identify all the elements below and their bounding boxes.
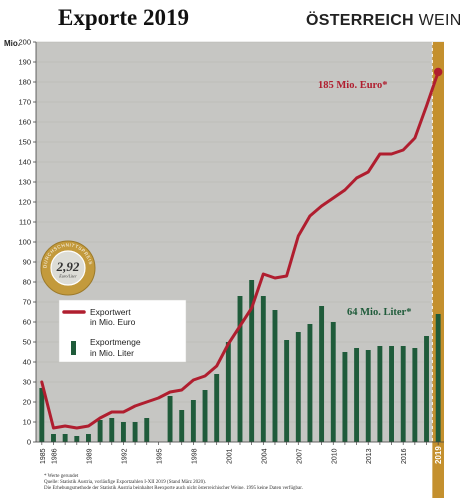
y-tick-label: 190 (18, 58, 31, 67)
volume-bar (389, 346, 394, 442)
volume-bar (86, 434, 91, 442)
volume-bar (284, 340, 290, 442)
volume-bar (190, 400, 196, 442)
x-tick-label: 2010 (331, 448, 338, 464)
medal-inner-disc (50, 250, 86, 286)
y-tick-label: 180 (18, 78, 31, 87)
y-tick-label: 20 (23, 398, 31, 407)
volume-bar (400, 346, 406, 442)
volume-bar (295, 332, 301, 442)
value-line (40, 70, 440, 430)
volume-bar (237, 296, 243, 442)
y-tick-label: 160 (18, 118, 31, 127)
volume-bar (132, 422, 138, 442)
volume-bar (225, 342, 231, 442)
brand-logo-light: WEIN (413, 12, 462, 29)
volume-bar (272, 310, 278, 442)
legend: Exportwert in Mio. Euro Exportmenge in M… (58, 299, 187, 363)
page-title: Exporte 2019 (58, 5, 189, 30)
volume-bar (202, 390, 208, 442)
y-tick-label: 110 (19, 218, 31, 227)
y-tick-label: 120 (18, 198, 31, 207)
volume-bar (354, 348, 360, 442)
volume-bar (167, 396, 173, 442)
volume-bar (260, 296, 266, 442)
volume-bar (307, 324, 313, 442)
volume-bar (424, 336, 429, 442)
brand-logo: ÖSTERREICH WEIN (306, 12, 462, 30)
x-tick-label: 2007 (296, 448, 303, 464)
volume-bar (120, 422, 126, 442)
x-axis: 1985 1986 1989 1992 1995 1998 2001 2004 2007 2010… (36, 441, 444, 464)
y-tick-label: 30 (23, 378, 31, 387)
legend-value-label-line2: in Mio. Euro (90, 317, 136, 327)
x-tick-label: 1998 (191, 448, 198, 464)
footnote-method: Die Erhebungsmethode der Statistik Austr… (44, 486, 303, 491)
average-price-medal: DURCHSCHNITTSPREIS 2,92 Euro/Liter (40, 240, 96, 296)
y-tick-label: 80 (23, 278, 31, 287)
x-tick-label: 2013 (366, 448, 373, 464)
y-tick-label: 130 (18, 178, 31, 187)
volume-bar (97, 420, 103, 442)
x-tick-label: 2004 (261, 448, 268, 464)
y-tick-label: 170 (18, 98, 31, 107)
y-tick-label: 10 (23, 418, 31, 427)
y-axis: 0 10 20 30 40 50 60 70 80 90 100 110 120 130 140 150 160… (18, 38, 37, 447)
annotation-volume-2019: 64 Mio. Liter* (347, 307, 411, 318)
volume-bars (39, 280, 441, 442)
legend-volume-label-line1: Exportmenge (90, 337, 141, 347)
volume-bar (319, 306, 325, 442)
x-tick-label: 1986 (51, 448, 58, 464)
y-tick-label: 40 (23, 358, 31, 367)
volume-bar (39, 388, 45, 442)
value-end-marker (433, 67, 443, 77)
volume-bar (365, 350, 371, 442)
y-tick-label: 100 (18, 238, 31, 247)
medal-unit: Euro/Liter (58, 274, 77, 279)
volume-bar (342, 352, 348, 442)
volume-bar (109, 418, 115, 442)
volume-bar (412, 348, 418, 442)
y-tick-label: 200 (18, 38, 31, 47)
y-tick-label: 90 (23, 258, 31, 267)
medal-value: 2,92 (56, 259, 80, 274)
x-tick-label: 2019 (434, 446, 443, 464)
footnotes: * Werte gerundet Quelle: Statistik Austr… (44, 474, 303, 492)
legend-volume-label-line2: in Mio. Liter (90, 348, 134, 358)
volume-bar (144, 418, 150, 442)
legend-value-label-line1: Exportwert (90, 307, 131, 317)
y-axis-label: Mio. (4, 39, 20, 48)
y-tick-label: 70 (23, 298, 31, 307)
volume-bar (435, 314, 441, 442)
legend-volume-swatch (71, 341, 76, 355)
y-tick-label: 140 (18, 158, 31, 167)
y-tick-label: 60 (23, 318, 31, 327)
volume-bar (62, 434, 68, 442)
volume-bar (214, 374, 220, 442)
volume-bar (179, 410, 185, 442)
volume-bar (51, 434, 56, 442)
x-tick-label: 1995 (156, 448, 163, 464)
highlight-2019-column (432, 42, 444, 498)
x-tick-label: 1985 (40, 448, 47, 464)
x-tick-label: 2016 (401, 448, 408, 464)
y-tick-label: 50 (23, 338, 31, 347)
x-tick-label: 1992 (121, 448, 128, 464)
x-tick-label: 1989 (86, 448, 93, 464)
y-tick-label: 150 (18, 138, 31, 147)
volume-bar (74, 436, 80, 442)
volume-bar (330, 322, 336, 442)
brand-logo-strong: ÖSTERREICH (306, 12, 414, 29)
y-tick-label: 0 (27, 438, 31, 447)
volume-bar (249, 280, 255, 442)
x-tick-label: 2001 (226, 448, 233, 464)
footnote-source: Quelle: Statistik Austria, vorläufige Ex… (44, 480, 207, 485)
annotation-value-2019: 185 Mio. Euro* (318, 80, 388, 91)
volume-bar (377, 346, 383, 442)
footnote-rounded: * Werte gerundet (44, 474, 79, 479)
